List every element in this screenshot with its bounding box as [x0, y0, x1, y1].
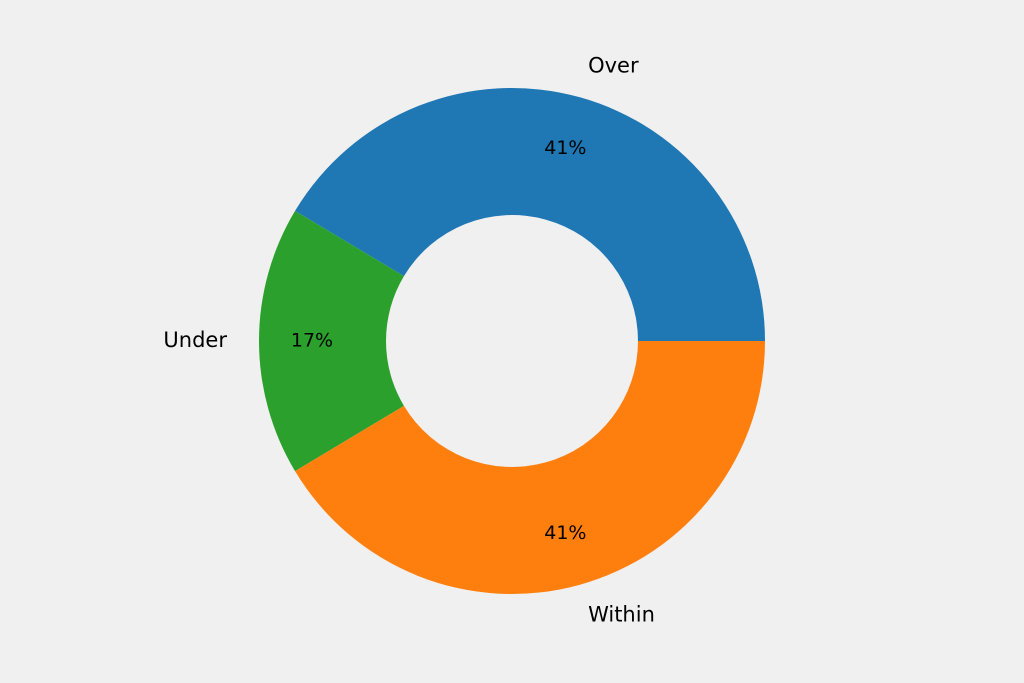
category-label-over: Over — [588, 53, 639, 77]
donut-slices — [259, 87, 765, 595]
category-label-under: Under — [163, 328, 227, 352]
percent-label-over: 41% — [544, 137, 586, 159]
slice-under — [259, 210, 404, 472]
percent-label-within: 41% — [544, 522, 586, 544]
donut-labels: 41% Over 17% Under 41% Within — [163, 53, 654, 626]
slice-within — [295, 341, 765, 595]
category-label-within: Within — [588, 603, 655, 627]
slice-over — [295, 87, 765, 342]
percent-label-under: 17% — [291, 330, 333, 352]
